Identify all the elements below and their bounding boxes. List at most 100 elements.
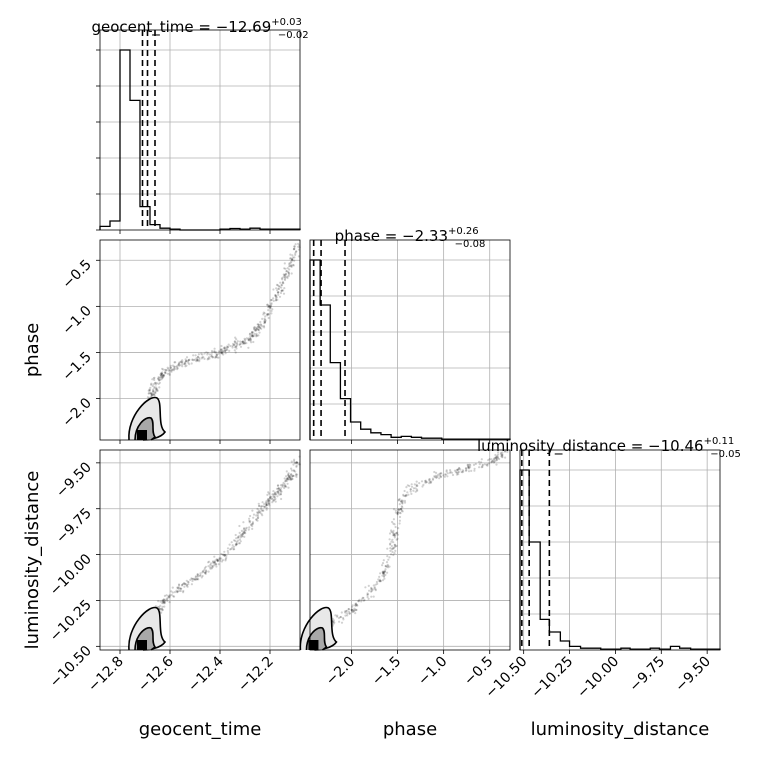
scatter-point [481,465,484,468]
scatter-point [469,465,472,469]
scatter-point [370,590,373,593]
scatter-point [233,548,236,551]
scatter-point [248,521,251,524]
scatter-point [161,376,164,379]
scatter-point [225,345,229,348]
scatter-point [295,461,298,464]
scatter-point [281,280,285,283]
scatter-point [210,355,213,358]
scatter-point [281,278,284,281]
scatter-point [150,394,153,397]
scatter-point [263,505,266,508]
scatter-point [392,546,395,549]
scatter-point [252,331,255,334]
scatter-point [265,508,268,511]
scatter-point [261,317,264,320]
scatter-point [266,313,269,316]
scatter-point [281,485,284,488]
scatter-point [428,482,431,485]
scatter-point [224,349,227,352]
scatter-point [221,348,224,351]
contour-core [308,640,319,650]
scatter-point [446,475,449,478]
scatter-point [240,533,243,536]
scatter-point [496,453,500,456]
scatter-point [195,360,198,363]
scatter-point [287,275,290,278]
scatter-point [179,587,182,590]
scatter-point [295,475,298,478]
scatter-point [263,321,267,324]
scatter-point [223,554,226,557]
scatter-point [273,496,276,499]
scatter-point [381,579,385,582]
scatter-point [334,614,337,617]
scatter-point [221,350,224,353]
scatter-point [268,504,271,507]
scatter-point [251,331,254,334]
scatter-point [160,372,163,375]
scatter-point [394,525,397,529]
scatter-point [486,463,489,466]
scatter-point [332,619,335,622]
scatter-point [158,607,161,610]
scatter-point [167,369,170,372]
scatter-point [260,507,263,510]
scatter-point [332,620,335,624]
scatter-point [152,393,155,397]
scatter-point [202,570,205,574]
scatter-point [162,598,165,601]
scatter-point [254,329,257,332]
scatter-point [175,366,178,369]
scatter-point [218,556,221,559]
scatter-point [163,601,166,604]
scatter-point [428,478,431,481]
scatter-point [220,352,223,355]
scatter-point [260,327,263,330]
scatter-point [235,347,238,350]
scatter-point [170,369,173,372]
scatter-point [289,257,293,260]
scatter-point [400,509,403,512]
scatter-point [283,274,286,277]
scatter-point [289,476,292,479]
scatter-point [256,513,259,516]
scatter-point [175,365,178,368]
scatter-point [158,381,161,384]
scatter-point [467,470,471,473]
scatter-point [424,479,427,483]
scatter-point [501,456,504,459]
scatter-point [280,284,283,287]
scatter-point [290,264,293,267]
scatter-point [251,335,254,338]
scatter-point [481,463,484,466]
scatter-point [277,291,280,294]
scatter-point [249,337,252,340]
scatter-point [187,580,190,584]
scatter-point [199,572,202,575]
scatter-point [344,614,347,617]
scatter-point [217,350,221,353]
scatter-point [167,367,170,370]
scatter-point [381,562,385,565]
scatter-point [153,387,156,390]
scatter-point [275,296,278,299]
contour-luminosity_distance-vs-geocent_time [128,606,167,651]
scatter-point [292,474,295,478]
scatter-point [376,582,379,586]
scatter-point [500,455,503,458]
scatter-point [277,490,280,493]
scatter-point [227,551,230,555]
scatter-point [284,484,287,487]
scatter-point [181,365,184,368]
grid-layer [100,30,720,650]
scatter-point [293,248,296,251]
scatter-point [155,382,158,385]
scatter-point [160,373,163,376]
scatter-point [267,498,270,501]
scatter-point [400,508,403,511]
scatter-point [229,548,232,551]
scatter-point [467,465,470,468]
scatter-point [294,474,297,477]
scatter-point [185,356,189,359]
